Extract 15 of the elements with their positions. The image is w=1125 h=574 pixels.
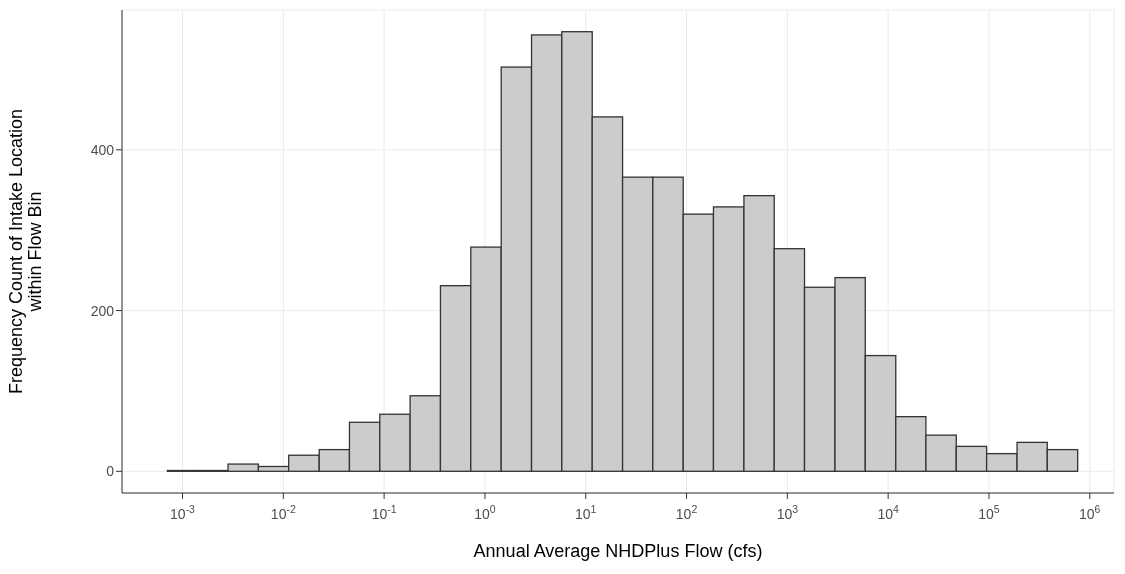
y-tick-label: 400 bbox=[90, 141, 115, 158]
x-tick-label: 10$^{2}$ bbox=[675, 503, 698, 522]
y-tick-label: 200 bbox=[90, 302, 115, 319]
x-tick-label: 10$^{0}$ bbox=[474, 503, 496, 522]
x-tick-label: 10$^{4}$ bbox=[877, 503, 900, 522]
x-tick-label: 10$^{3}$ bbox=[776, 503, 799, 522]
x-tick-label: 10$^{1}$ bbox=[575, 503, 597, 522]
x-tick-label: 10$^{-2}$ bbox=[270, 503, 296, 522]
x-tick-label: 10$^{-3}$ bbox=[170, 503, 196, 522]
x-tick-label: 10$^{6}$ bbox=[1079, 503, 1101, 522]
x-tick-label: 10$^{5}$ bbox=[978, 503, 1000, 522]
y-axis-title: Frequency Count of Intake Location within Flow Bin bbox=[5, 108, 46, 395]
x-tick-label: 10$^{-1}$ bbox=[371, 503, 397, 522]
y-tick-label: 0 bbox=[106, 463, 115, 480]
x-axis-title: Annual Average NHDPlus Flow (cfs) bbox=[473, 541, 763, 561]
